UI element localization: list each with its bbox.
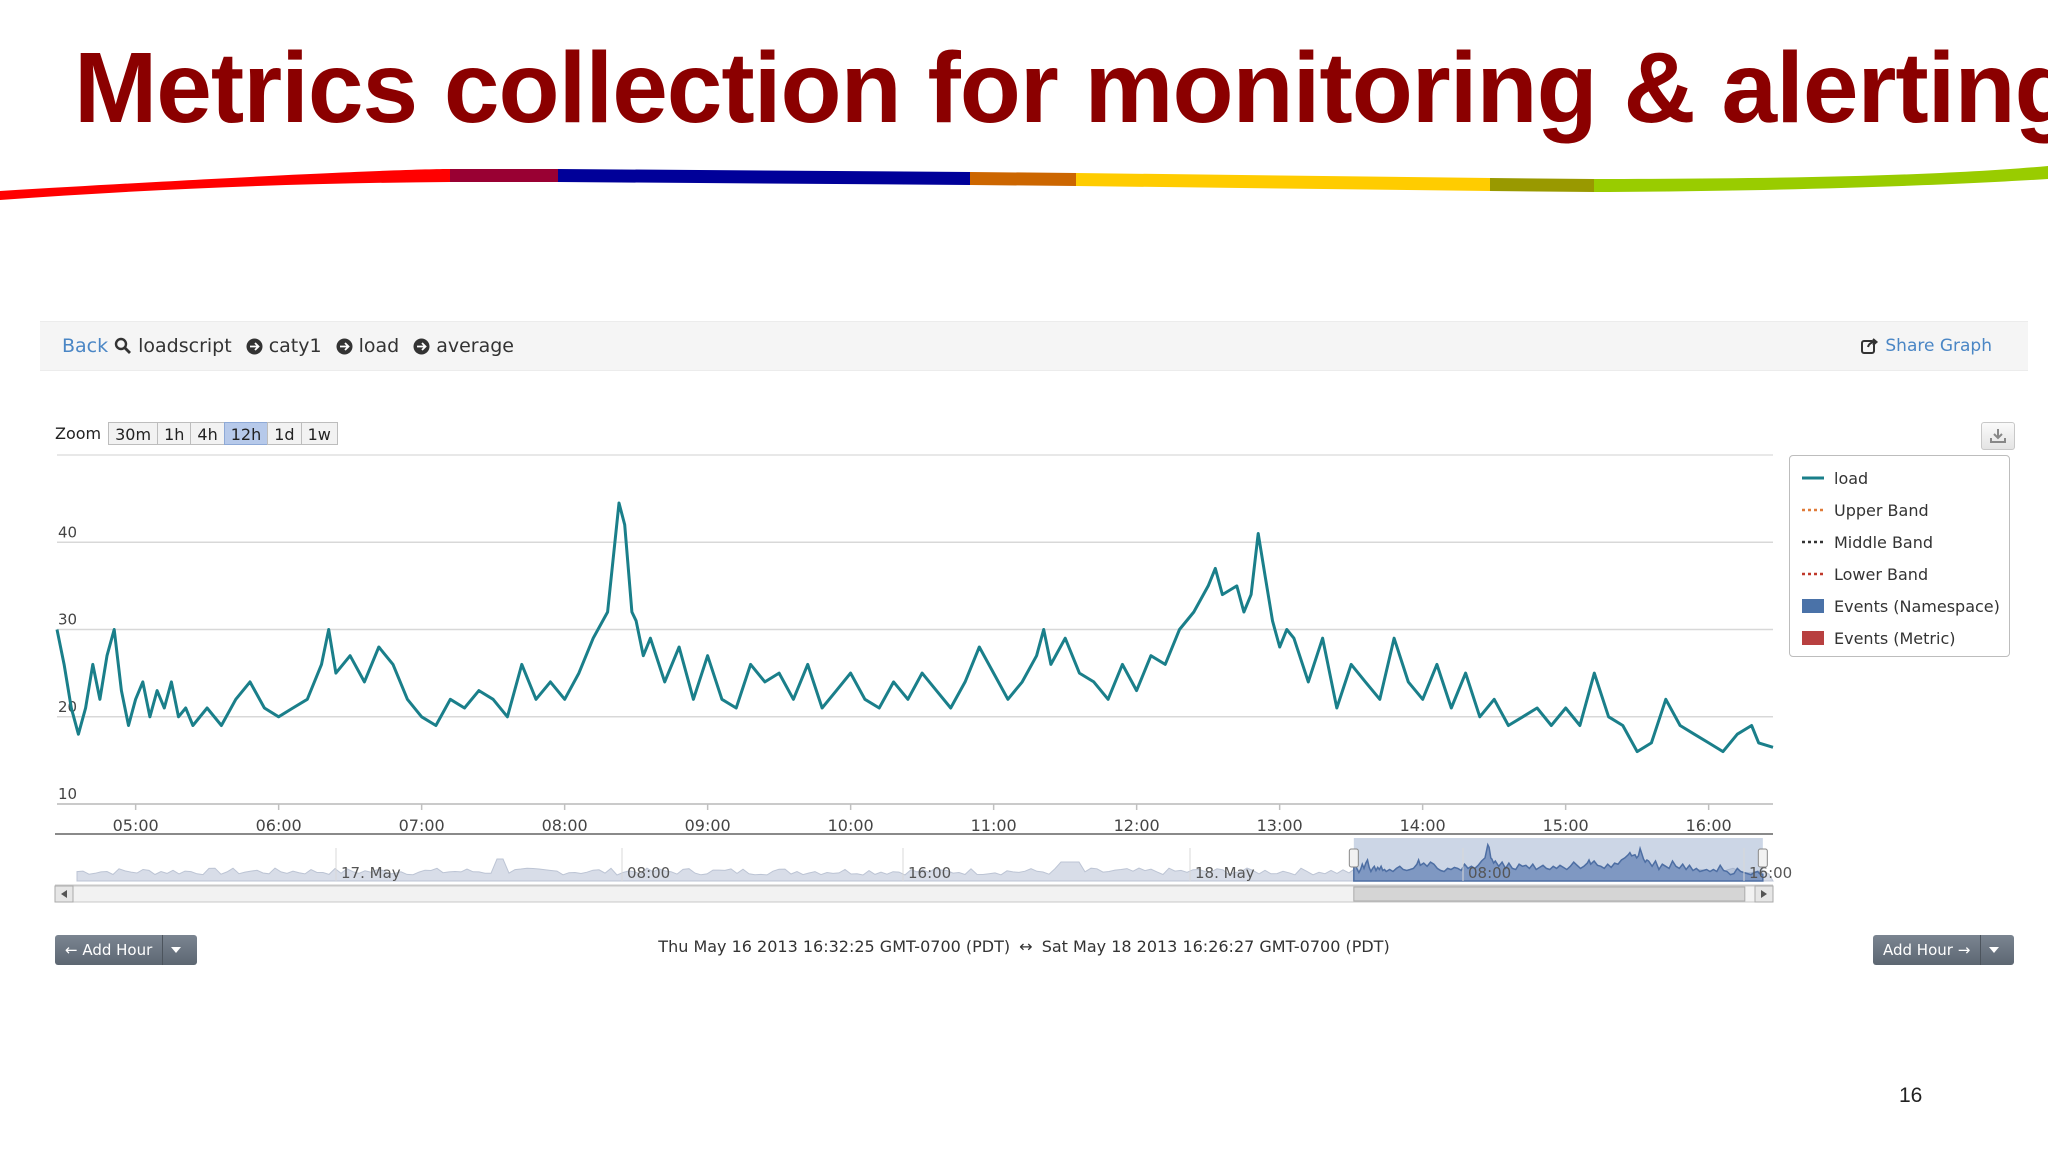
legend-label: Lower Band — [1834, 564, 1929, 584]
breadcrumb-metric[interactable]: load — [358, 335, 400, 357]
zoom-1d-button[interactable]: 1d — [267, 422, 302, 445]
legend-label: Middle Band — [1834, 532, 1934, 552]
legend-label: load — [1834, 468, 1869, 488]
range-end: Sat May 18 2013 16:26:27 GMT-0700 (PDT) — [1041, 937, 1390, 956]
x-tick-label: 06:00 — [256, 816, 302, 835]
legend-item-events-metric[interactable]: Events (Metric) — [1790, 622, 2009, 654]
navigator-handle-right[interactable] — [1757, 848, 1768, 868]
add-hour-after-button[interactable]: Add Hour → — [1873, 935, 2014, 965]
legend-item-events-namespace[interactable]: Events (Namespace) — [1790, 590, 2009, 622]
scrollbar-thumb[interactable] — [1353, 886, 1746, 902]
legend-item-lower-band[interactable]: Lower Band — [1790, 558, 2009, 590]
add-hour-after-label: Add Hour → — [1883, 941, 1971, 959]
breadcrumb-statistic[interactable]: average — [436, 335, 514, 357]
x-tick-label: 11:00 — [971, 816, 1017, 835]
chevron-left-icon — [61, 890, 67, 898]
series-line-load — [55, 501, 1774, 754]
legend-item-load[interactable]: load — [1790, 462, 2009, 494]
arrow-circle-icon — [336, 338, 353, 354]
navigator-label: 17. May — [341, 864, 401, 882]
zoom-1h-button[interactable]: 1h — [157, 422, 192, 445]
line-dotted-icon — [1802, 572, 1824, 576]
time-range: Thu May 16 2013 16:32:25 GMT-0700 (PDT) … — [0, 937, 2048, 956]
box-swatch-icon — [1802, 599, 1824, 613]
navigator-handle-left[interactable] — [1348, 848, 1359, 868]
page-number: 16 — [1899, 1084, 1923, 1107]
share-graph-label: Share Graph — [1885, 336, 1992, 356]
x-tick-label: 12:00 — [1114, 816, 1160, 835]
download-chart-button[interactable] — [1981, 422, 2015, 450]
arrow-circle-icon — [413, 338, 430, 354]
breadcrumb-namespace[interactable]: loadscript — [138, 335, 232, 357]
navigator-label: 16:00 — [908, 864, 951, 882]
zoom-12h-button[interactable]: 12h — [223, 422, 269, 445]
time-navigator[interactable]: 17. May 08:00 16:00 18. May 08:00 16:00 — [54, 833, 1792, 903]
x-tick-label: 13:00 — [1257, 816, 1303, 835]
x-tick-label: 08:00 — [542, 816, 588, 835]
chart-legend: load Upper Band Middle Band Lower Band E… — [1789, 455, 2010, 657]
navigator-label: 18. May — [1195, 864, 1255, 882]
line-dotted-icon — [1802, 508, 1824, 512]
y-tick-label: 30 — [58, 611, 77, 629]
navigator-label: 08:00 — [627, 864, 670, 882]
zoom-1w-button[interactable]: 1w — [300, 422, 338, 445]
add-hour-before-button[interactable]: ← Add Hour — [55, 935, 197, 965]
rainbow-divider — [0, 166, 2048, 200]
download-icon — [1990, 429, 2006, 443]
breadcrumb-host[interactable]: caty1 — [268, 335, 322, 357]
back-link[interactable]: Back — [62, 335, 109, 357]
zoom-30m-button[interactable]: 30m — [108, 422, 159, 445]
legend-item-upper-band[interactable]: Upper Band — [1790, 494, 2009, 526]
slide-title: Metrics collection for monitoring & aler… — [74, 32, 2048, 144]
arrow-circle-icon — [246, 338, 263, 354]
chevron-right-icon — [1761, 890, 1767, 898]
zoom-selector: Zoom 30m 1h 4h 12h 1d 1w — [55, 422, 338, 445]
share-graph-button[interactable]: Share Graph — [1861, 322, 1992, 370]
y-tick-label: 20 — [58, 698, 77, 716]
breadcrumb: Back loadscript caty1 load average Share… — [40, 321, 2028, 371]
x-tick-label: 09:00 — [685, 816, 731, 835]
legend-label: Events (Metric) — [1834, 628, 1956, 648]
y-tick-label: 40 — [58, 523, 77, 541]
x-tick-label: 07:00 — [399, 816, 445, 835]
range-start: Thu May 16 2013 16:32:25 GMT-0700 (PDT) — [658, 937, 1011, 956]
search-icon — [114, 337, 132, 354]
box-swatch-icon — [1802, 631, 1824, 645]
share-icon — [1861, 338, 1879, 354]
x-tick-label: 10:00 — [828, 816, 874, 835]
caret-down-icon[interactable] — [1980, 935, 2007, 965]
navigator-label: 08:00 — [1468, 864, 1511, 882]
legend-item-middle-band[interactable]: Middle Band — [1790, 526, 2009, 558]
line-solid-icon — [1802, 476, 1824, 480]
add-hour-before-label: ← Add Hour — [65, 941, 153, 959]
legend-label: Upper Band — [1834, 500, 1929, 520]
zoom-label: Zoom — [55, 424, 102, 443]
x-tick-label: 15:00 — [1543, 816, 1589, 835]
caret-down-icon[interactable] — [162, 935, 189, 965]
legend-label: Events (Namespace) — [1834, 596, 2000, 616]
range-arrow-icon: ↔ — [1019, 937, 1033, 956]
navigator-label: 16:00 — [1749, 864, 1792, 882]
x-tick-label: 14:00 — [1400, 816, 1446, 835]
x-tick-label: 05:00 — [113, 816, 159, 835]
zoom-4h-button[interactable]: 4h — [190, 422, 225, 445]
navigator-selected-area — [1353, 842, 1764, 882]
line-dotted-icon — [1802, 540, 1824, 544]
x-tick-label: 16:00 — [1686, 816, 1732, 835]
y-tick-label: 10 — [58, 785, 77, 803]
